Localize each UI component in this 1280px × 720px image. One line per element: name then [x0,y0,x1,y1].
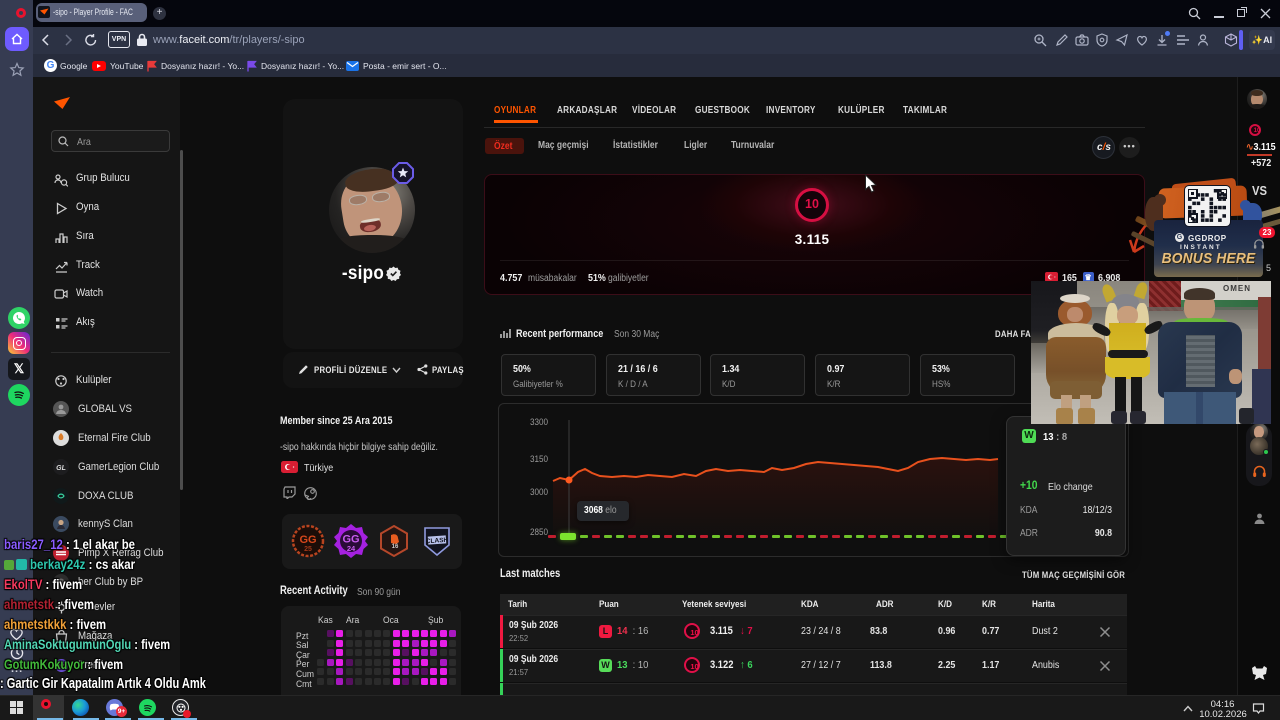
svg-text:GL: GL [56,465,66,472]
svg-text:GG: GG [342,534,359,546]
svg-text:16: 16 [392,544,399,550]
svg-text:24: 24 [347,544,356,553]
svg-text:25: 25 [304,546,312,553]
svg-text:CLASH: CLASH [426,537,449,546]
svg-text:GG: GG [299,534,316,546]
